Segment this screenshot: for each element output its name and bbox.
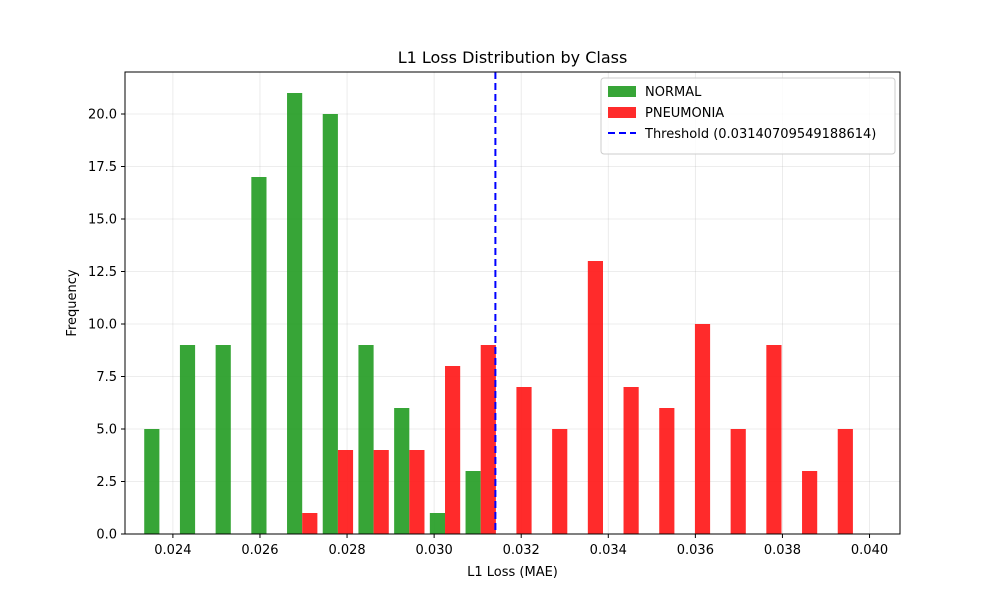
bar-pneumonia	[516, 387, 532, 534]
bar-normal	[429, 513, 446, 534]
y-tick-label: 7.5	[96, 370, 117, 385]
y-tick-label: 2.5	[96, 475, 117, 490]
x-axis-ticks: 0.024 0.026 0.028 0.030 0.032 0.034 0.036 0.038…	[154, 534, 888, 558]
x-tick-label: 0.030	[416, 543, 453, 558]
legend-label-threshold: Threshold (0.03140709549188614)	[644, 127, 876, 142]
bar-pneumonia	[480, 345, 496, 534]
legend-swatch-normal	[608, 86, 636, 97]
bar-pneumonia	[552, 429, 568, 534]
x-tick-label: 0.024	[154, 543, 191, 558]
legend-box	[600, 77, 896, 155]
y-tick-label: 0.0	[96, 528, 117, 543]
y-tick-label: 20.0	[88, 108, 117, 123]
y-axis-ticks: 0.0 2.5 5.0 7.5 10.0 12.5 15.0 17.5 20.0	[88, 108, 125, 543]
x-tick-label: 0.026	[241, 543, 278, 558]
legend-swatch-pneumonia	[608, 107, 636, 118]
bar-normal	[322, 114, 338, 534]
bar-normal	[144, 429, 160, 534]
bar-normal	[215, 345, 231, 534]
x-tick-label: 0.032	[503, 543, 540, 558]
chart-title: L1 Loss Distribution by Class	[398, 48, 628, 67]
y-tick-label: 17.5	[88, 160, 117, 175]
bar-pneumonia	[623, 387, 639, 534]
bar-pneumonia	[373, 450, 389, 534]
y-tick-label: 5.0	[96, 423, 117, 438]
x-tick-label: 0.036	[677, 543, 714, 558]
bar-normal	[358, 345, 374, 534]
bar-normal	[394, 408, 410, 534]
y-tick-label: 15.0	[88, 213, 117, 228]
bar-normal	[179, 345, 196, 534]
bar-pneumonia	[730, 429, 746, 534]
bar-pneumonia	[587, 261, 603, 534]
legend-label-pneumonia: PNEUMONIA	[645, 106, 724, 121]
bar-pneumonia	[302, 513, 318, 534]
bars	[144, 93, 853, 534]
bar-pneumonia	[694, 324, 711, 534]
x-axis-label: L1 Loss (MAE)	[467, 565, 558, 580]
bar-pneumonia	[445, 366, 461, 534]
legend: NORMAL PNEUMONIA Threshold (0.031407095491…	[600, 77, 896, 155]
bar-pneumonia	[659, 408, 675, 534]
bar-normal	[251, 177, 267, 534]
x-tick-label: 0.034	[590, 543, 627, 558]
plot-frame	[124, 71, 901, 535]
x-tick-label: 0.040	[851, 543, 888, 558]
bar-pneumonia	[837, 429, 853, 534]
y-axis-label: Frequency	[65, 269, 80, 336]
bar-pneumonia	[802, 471, 818, 534]
x-tick-label: 0.028	[328, 543, 365, 558]
x-tick-label: 0.038	[764, 543, 801, 558]
bar-pneumonia	[409, 450, 425, 534]
bar-normal	[287, 93, 303, 534]
bar-pneumonia	[337, 450, 354, 534]
y-tick-label: 10.0	[88, 318, 117, 333]
bar-normal	[465, 471, 481, 534]
bar-pneumonia	[766, 345, 782, 534]
legend-label-normal: NORMAL	[645, 85, 702, 100]
y-tick-label: 12.5	[88, 265, 117, 280]
